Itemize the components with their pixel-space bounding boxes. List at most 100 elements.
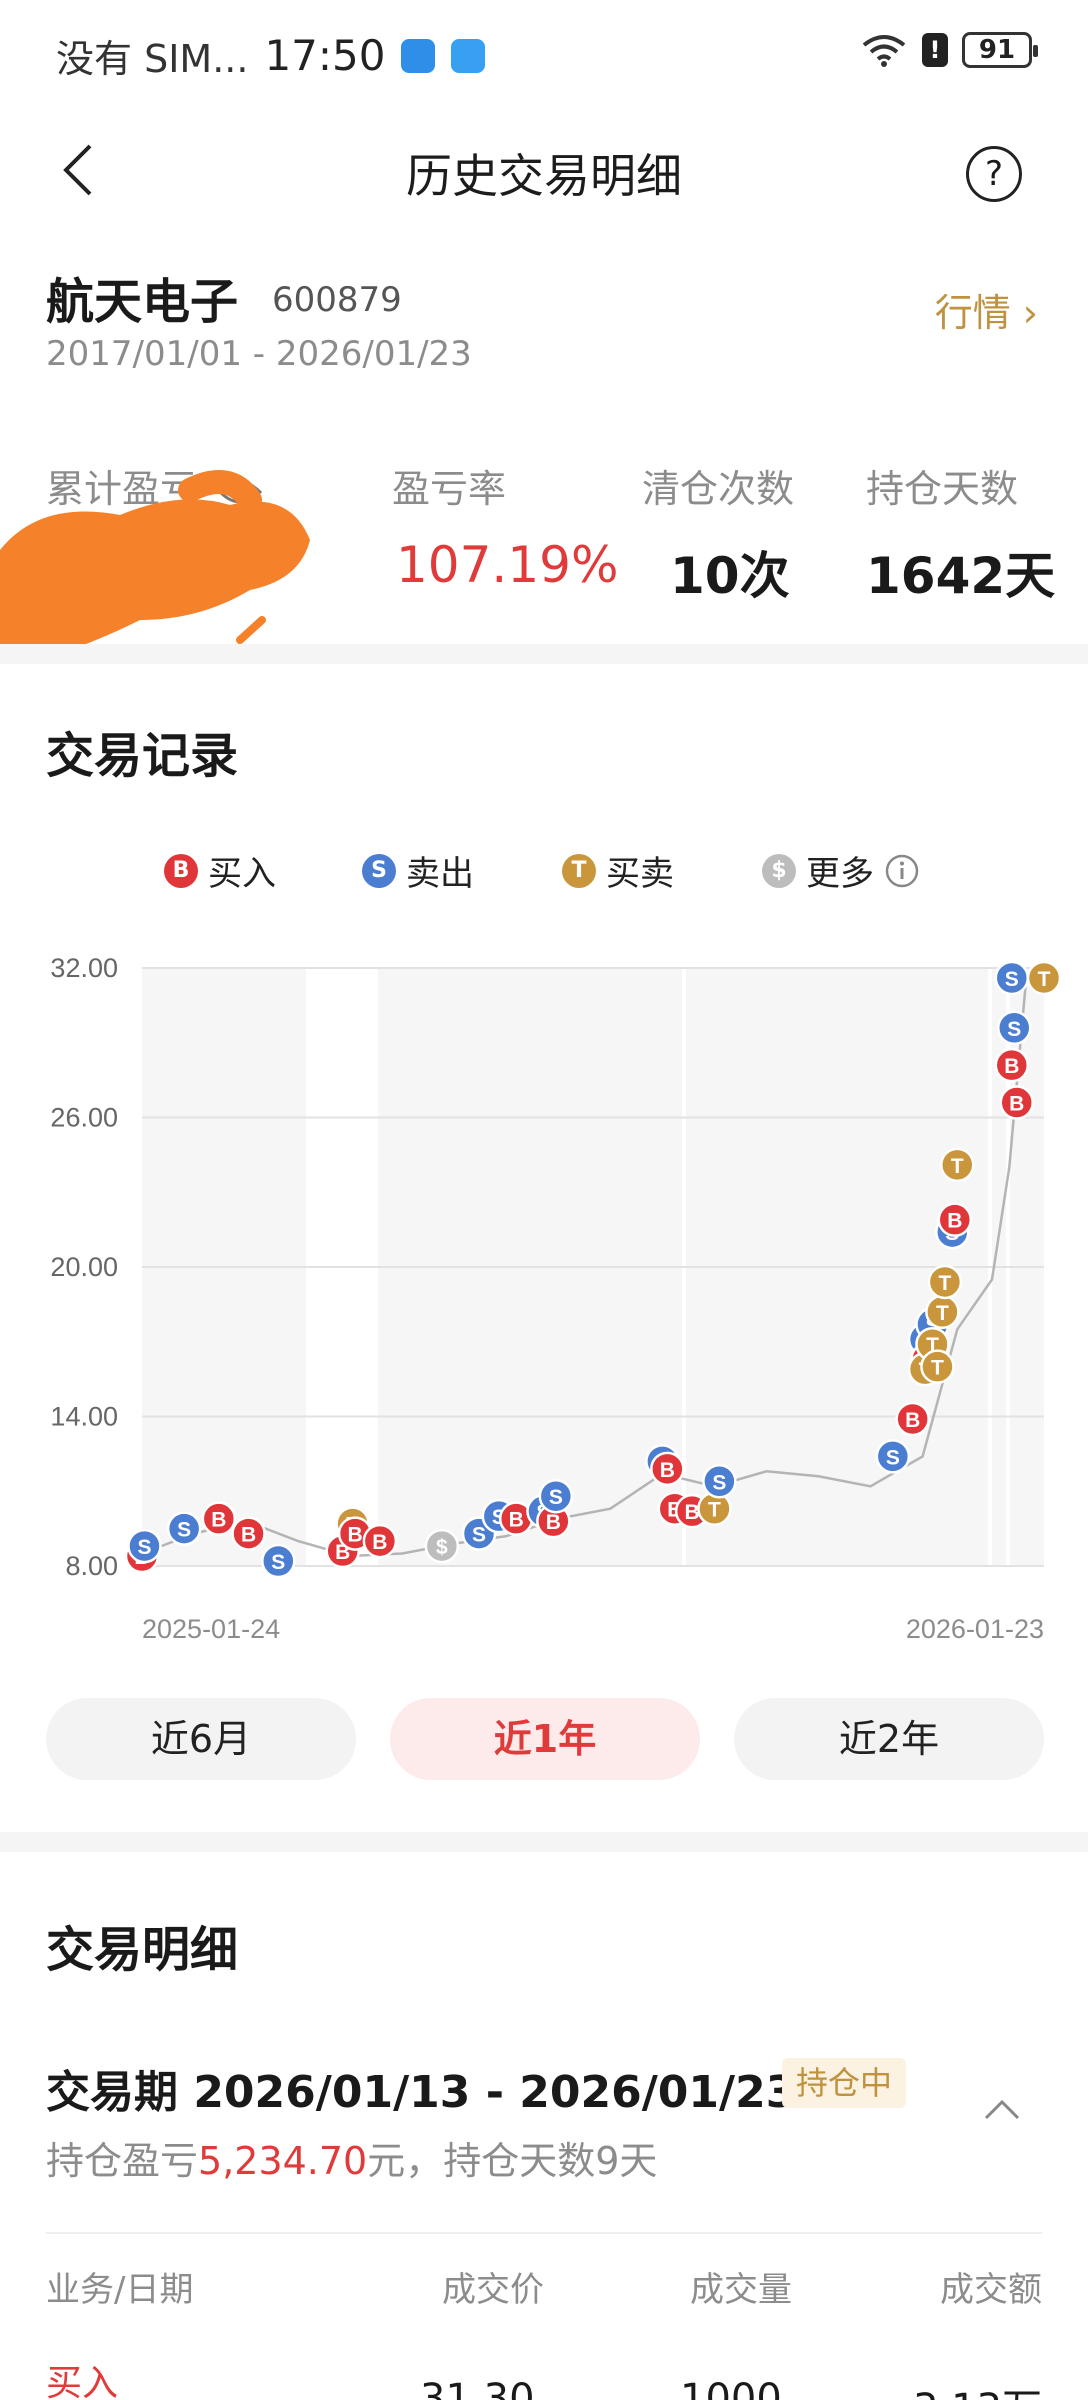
marker-letter: T — [938, 1272, 951, 1295]
holding-days-label: 持仓天数 — [866, 467, 1019, 511]
status-left: 没有 SIM... 17:50 — [56, 28, 486, 83]
marker-dot — [999, 1085, 1034, 1120]
trade-marker-s: S — [702, 1464, 737, 1499]
legend-more-label: 更多 — [806, 854, 874, 894]
marker-dot — [650, 1451, 685, 1487]
marker-letter: S — [1007, 1018, 1021, 1041]
trade-marker-icon: T — [562, 853, 596, 888]
marker-letter: T — [951, 1155, 964, 1178]
marker-dot — [702, 1464, 737, 1499]
chart-legend: B 买入 S 卖出 T 买卖 $ 更多 — [0, 846, 1088, 896]
marker-letter: S — [886, 1446, 900, 1469]
legend-sell[interactable]: S 卖出 — [362, 846, 474, 895]
trade-marker-s: S — [261, 1543, 296, 1579]
clearance-count-value: 10次 — [670, 547, 790, 605]
tab-1-year[interactable]: 近1年 — [390, 1698, 700, 1780]
y-tick-label: 8.00 — [65, 1551, 118, 1581]
marker-letter: T — [708, 1499, 721, 1522]
trade-markers[interactable]: BSSBBSBTBB$SSBSBSSBBBTSSBSBTSTTTTSBTSSBB… — [124, 960, 1062, 1579]
marker-letter: S — [177, 1519, 191, 1542]
x-axis-end-label: 2026-01-23 — [906, 1614, 1044, 1644]
status-right: ! 91 — [860, 32, 1038, 68]
legend-trade-label: 买卖 — [606, 854, 674, 894]
info-icon[interactable] — [884, 853, 920, 889]
chart-gridlines — [142, 967, 1044, 1567]
legend-buy[interactable]: B 买入 — [164, 846, 276, 895]
marker-letter: B — [660, 1459, 675, 1482]
status-bar: 没有 SIM... 17:50 ! 91 — [0, 0, 1088, 110]
marker-dot — [127, 1528, 162, 1564]
holding-summary: 持仓盈亏5,234.70元，持仓天数9天 — [46, 2130, 657, 2185]
trade-marker-more: $ — [424, 1528, 460, 1564]
legend-sell-label: 卖出 — [406, 854, 474, 894]
marker-letter: S — [712, 1471, 726, 1494]
trade-marker-b: B — [201, 1501, 237, 1536]
marker-dot — [201, 1501, 237, 1536]
y-tick-label: 14.00 — [50, 1402, 118, 1432]
trade-marker-b: B — [362, 1523, 398, 1559]
marker-dot — [927, 1264, 963, 1300]
trade-marker-b: B — [937, 1202, 973, 1237]
holding-pl-value: 5,234.70 — [198, 2139, 368, 2183]
trade-period: 交易期 2026/01/13 - 2026/01/23 — [46, 2067, 797, 2118]
chevron-up-icon[interactable] — [982, 2094, 1022, 2122]
holding-pl-prefix: 持仓盈亏 — [46, 2139, 199, 2183]
tab-6-months[interactable]: 近6月 — [46, 1698, 356, 1780]
marker-letter: B — [1009, 1093, 1024, 1116]
marker-letter: S — [1005, 968, 1019, 991]
marker-letter: S — [549, 1486, 563, 1509]
buy-marker-icon: B — [164, 853, 198, 888]
pl-rate-label: 盈亏率 — [392, 467, 507, 511]
nav-header: 历史交易明细 ? — [0, 110, 1088, 230]
marker-letter: T — [936, 1302, 949, 1325]
clearance-count-label: 清仓次数 — [642, 467, 795, 511]
back-arrow-icon[interactable] — [52, 140, 112, 200]
help-icon[interactable]: ? — [966, 146, 1022, 202]
marker-dot — [940, 1147, 975, 1183]
battery-level: 91 — [978, 35, 1016, 65]
marker-letter: B — [1004, 1055, 1019, 1078]
more-marker-icon: $ — [762, 853, 796, 888]
alert-icon: ! — [922, 33, 948, 67]
redaction-scribble — [0, 470, 310, 660]
quote-link[interactable]: 行情 › — [934, 291, 1038, 335]
legend-trade[interactable]: T 买卖 — [562, 846, 674, 895]
trade-marker-b: B — [999, 1085, 1034, 1120]
marker-letter: S — [271, 1551, 285, 1574]
cloud-app-icon — [451, 38, 486, 73]
stock-code: 600879 — [272, 280, 402, 320]
trade-marker-s: S — [538, 1478, 574, 1514]
trade-marker-s: S — [994, 960, 1030, 996]
legend-buy-label: 买入 — [208, 854, 276, 894]
legend-more[interactable]: $ 更多 — [762, 846, 920, 895]
y-axis-ticks: 32.00 26.00 20.00 14.00 8.00 — [50, 953, 118, 1581]
records-title: 交易记录 — [46, 728, 239, 784]
weather-app-icon — [401, 38, 436, 73]
tab-2-years[interactable]: 近2年 — [734, 1698, 1044, 1780]
wifi-icon — [862, 35, 906, 67]
x-axis-start-label: 2025-01-24 — [142, 1614, 280, 1644]
row-price: 31.30 — [420, 2376, 535, 2400]
trade-marker-t: T — [925, 1294, 960, 1330]
trade-marker-t: T — [920, 1349, 955, 1384]
col-price: 成交价 — [442, 2270, 544, 2310]
detail-title: 交易明细 — [46, 1922, 239, 1978]
marker-letter: S — [137, 1536, 151, 1559]
y-tick-label: 20.00 — [50, 1252, 118, 1282]
row-trade-type: 买入 — [46, 2363, 119, 2400]
marker-dot — [231, 1516, 266, 1551]
status-badge: 持仓中 — [782, 2058, 907, 2108]
marker-letter: B — [947, 1210, 962, 1233]
marker-letter: B — [211, 1509, 226, 1532]
col-type-date: 业务/日期 — [46, 2270, 194, 2310]
trade-marker-b: B — [994, 1047, 1030, 1083]
marker-dot — [1026, 960, 1062, 996]
marker-dot — [997, 1010, 1032, 1046]
holding-days-value: 1642天 — [866, 547, 1056, 605]
marker-letter: B — [372, 1531, 387, 1554]
marker-letter: T — [931, 1357, 944, 1380]
trade-marker-b: B — [231, 1516, 266, 1551]
marker-dot — [920, 1349, 955, 1384]
trade-marker-s: S — [997, 1010, 1032, 1046]
